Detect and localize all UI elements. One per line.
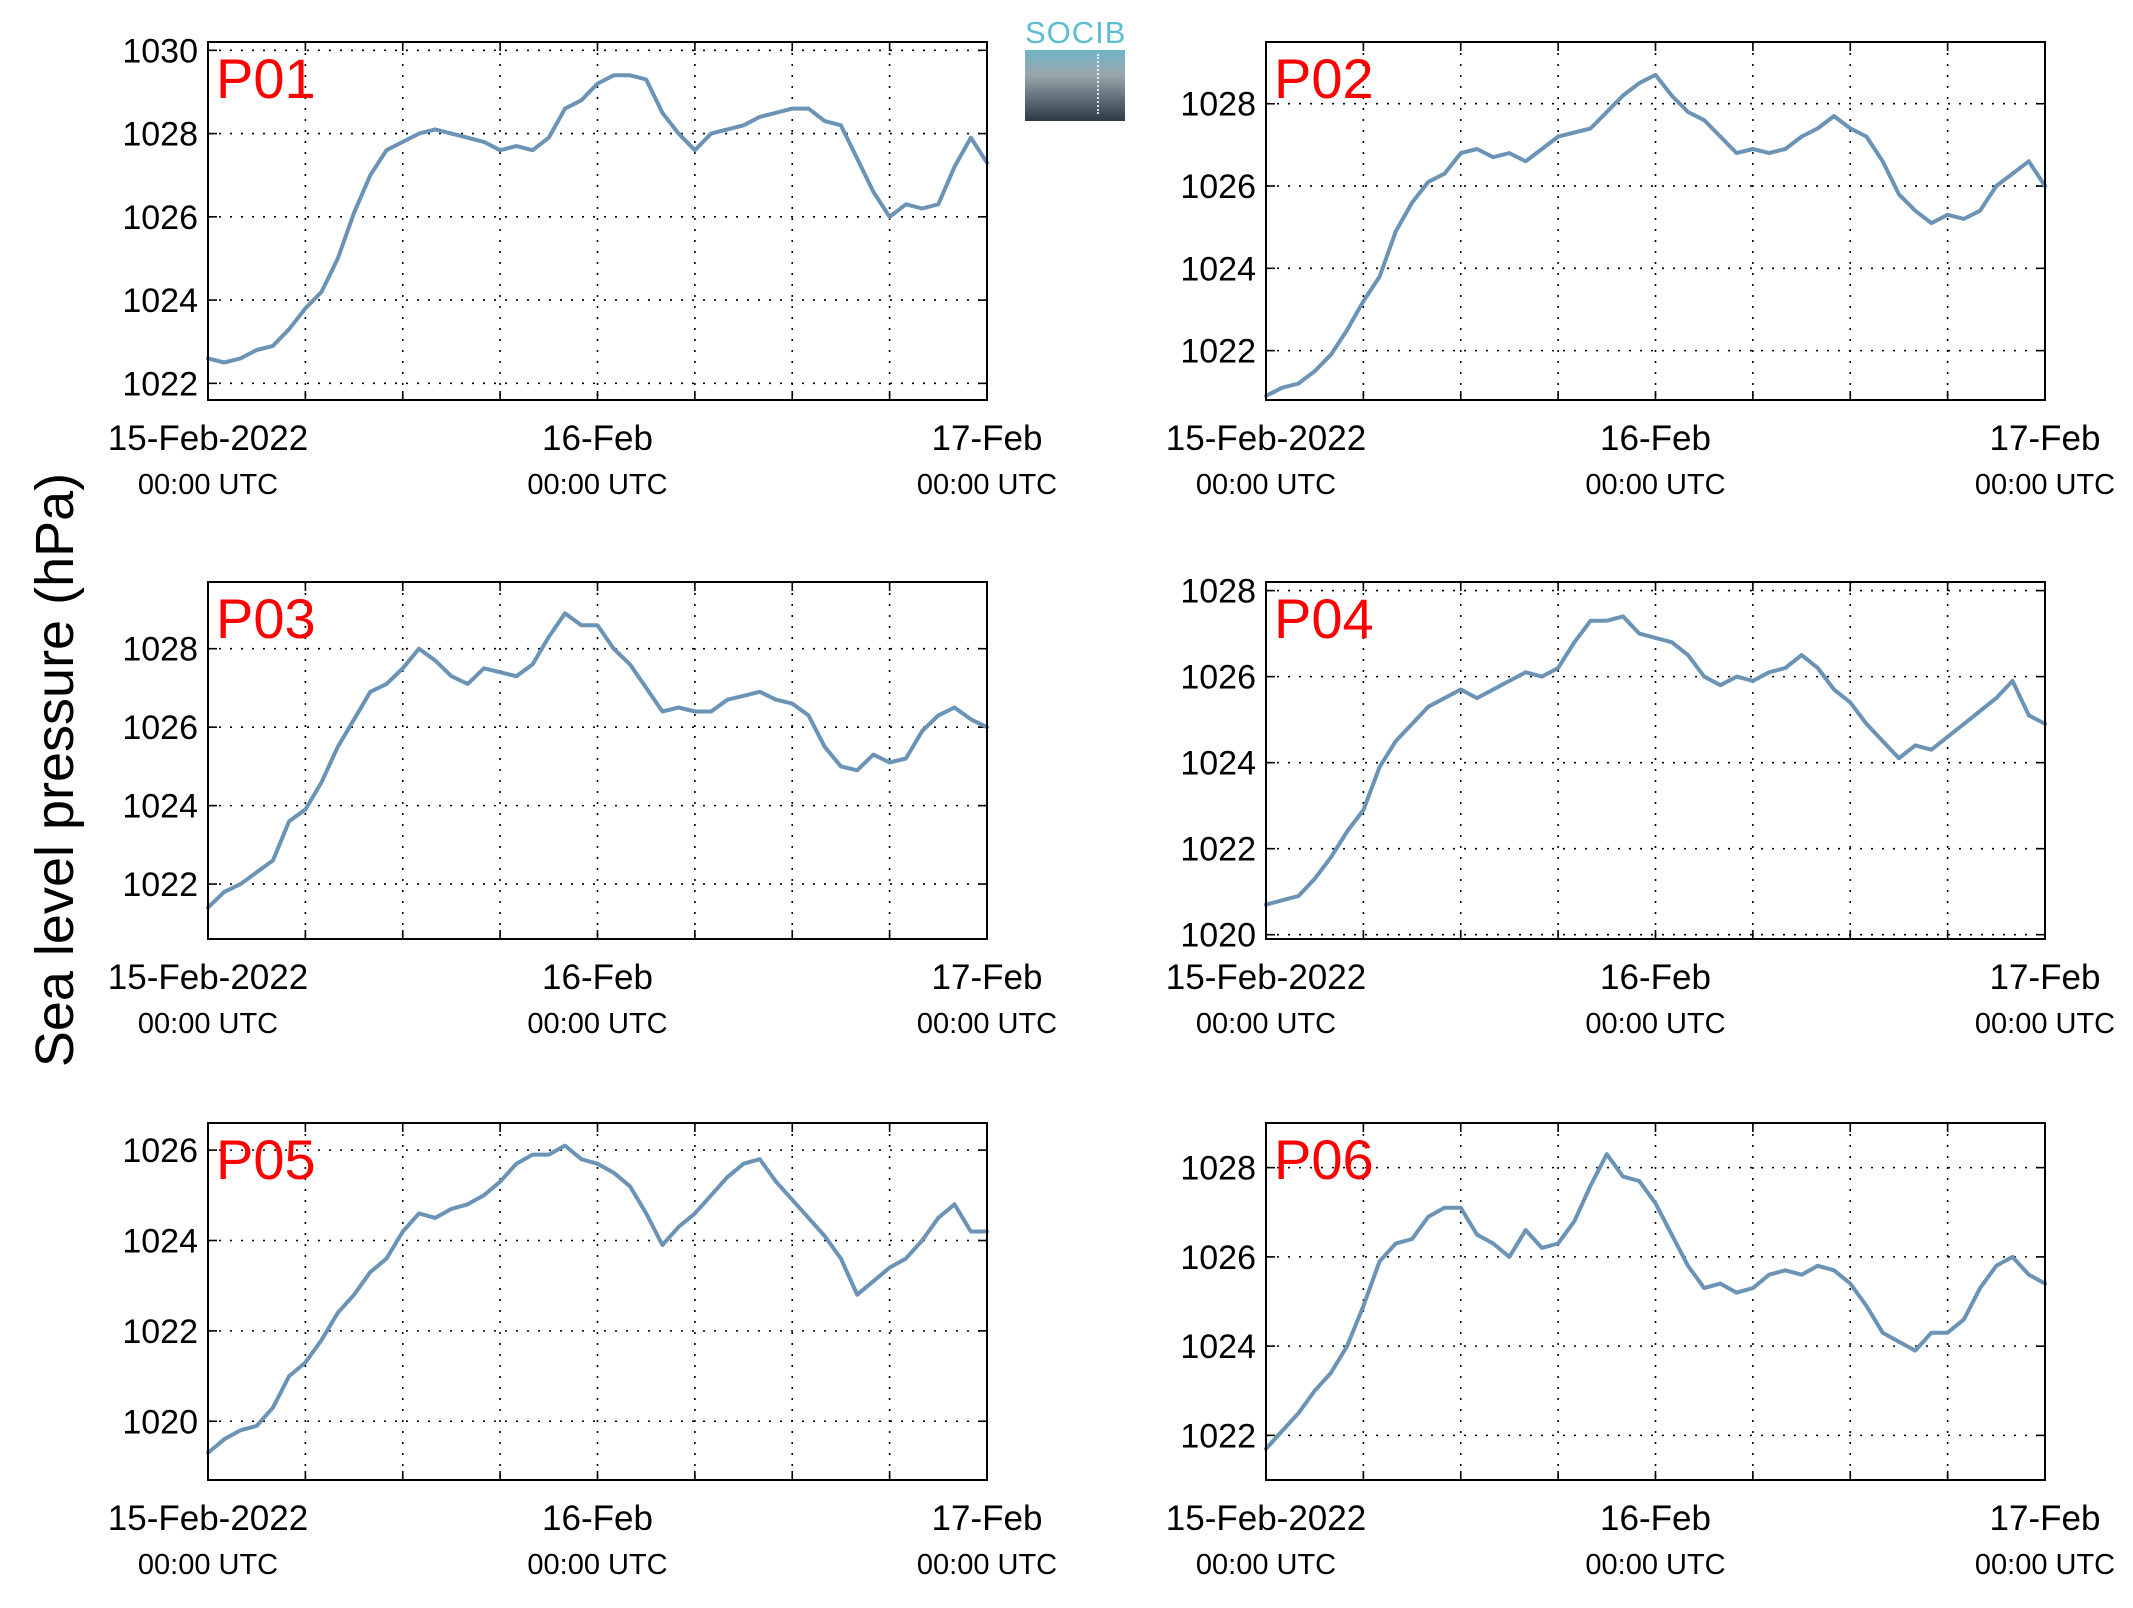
plot-frame	[207, 41, 988, 401]
y-tick-label: 1026	[1180, 1239, 1256, 1277]
y-tick-label: 1022	[122, 365, 198, 403]
panel-p03: 1022 1024 1026 1028 15-Feb-2022 00:00 UTC 16-F…	[108, 581, 1057, 1040]
y-tick-label: 1024	[122, 1222, 198, 1260]
x-tick-sublabel: 00:00 UTC	[917, 1008, 1057, 1040]
x-tick-label: 15-Feb-2022	[1166, 958, 1366, 997]
y-tick-label: 1028	[122, 116, 198, 154]
x-tick-label: 15-Feb-2022	[108, 419, 308, 458]
x-tick-sublabel: 00:00 UTC	[527, 1549, 667, 1581]
y-axis-label: Sea level pressure (hPa)	[25, 472, 85, 1068]
panel-label: P03	[216, 587, 316, 650]
x-tick-label: 16-Feb	[1600, 958, 1711, 997]
x-tick-sublabel: 00:00 UTC	[1585, 469, 1725, 501]
x-tick-label: 15-Feb-2022	[1166, 1499, 1366, 1538]
x-tick-sublabel: 00:00 UTC	[917, 469, 1057, 501]
logo-text: SOCIB	[1025, 15, 1127, 50]
panel-label: P01	[216, 47, 316, 110]
y-tick-label: 1030	[122, 32, 198, 70]
x-tick-label: 16-Feb	[542, 958, 653, 997]
socib-logo: SOCIB	[1025, 15, 1125, 121]
y-tick-label: 1022	[122, 1313, 198, 1351]
y-tick-label: 1028	[1180, 573, 1256, 611]
x-tick-sublabel: 00:00 UTC	[138, 1549, 278, 1581]
y-tick-label: 1024	[122, 282, 198, 320]
x-tick-label: 17-Feb	[932, 958, 1043, 997]
x-tick-label: 15-Feb-2022	[108, 1499, 308, 1538]
y-tick-label: 1024	[122, 788, 198, 826]
logo-graphic	[1025, 50, 1125, 121]
x-tick-sublabel: 00:00 UTC	[917, 1549, 1057, 1581]
y-tick-label: 1022	[1180, 1417, 1256, 1455]
panel-p02: 1022 1024 1026 1028 15-Feb-2022 00:00 UTC 16-F…	[1166, 41, 2115, 501]
series-line	[1264, 614, 2047, 907]
y-tick-label: 1022	[1180, 333, 1256, 371]
series-line	[1264, 1152, 2047, 1451]
panel-label: P06	[1274, 1128, 1374, 1191]
series-line	[1264, 72, 2047, 398]
series-line	[206, 1143, 989, 1455]
x-tick-sublabel: 00:00 UTC	[138, 1008, 278, 1040]
x-tick-sublabel: 00:00 UTC	[1585, 1008, 1725, 1040]
plot-frame	[1265, 581, 2046, 940]
series-line	[206, 611, 989, 910]
y-tick-label: 1028	[1180, 86, 1256, 124]
y-tick-label: 1026	[1180, 168, 1256, 206]
x-tick-label: 16-Feb	[1600, 419, 1711, 458]
x-tick-sublabel: 00:00 UTC	[1196, 469, 1336, 501]
y-tick-label: 1028	[122, 631, 198, 669]
y-tick-label: 1024	[1180, 250, 1256, 288]
x-tick-sublabel: 00:00 UTC	[1196, 1549, 1336, 1581]
x-tick-label: 17-Feb	[1990, 958, 2101, 997]
x-tick-label: 17-Feb	[1990, 1499, 2101, 1538]
x-tick-sublabel: 00:00 UTC	[1975, 469, 2115, 501]
x-tick-label: 16-Feb	[1600, 1499, 1711, 1538]
plot-frame	[1265, 41, 2046, 401]
x-tick-sublabel: 00:00 UTC	[1196, 1008, 1336, 1040]
y-tick-label: 1028	[1180, 1150, 1256, 1188]
x-tick-sublabel: 00:00 UTC	[1975, 1008, 2115, 1040]
y-tick-label: 1026	[122, 709, 198, 747]
x-tick-sublabel: 00:00 UTC	[527, 469, 667, 501]
x-tick-label: 16-Feb	[542, 419, 653, 458]
x-tick-sublabel: 00:00 UTC	[138, 469, 278, 501]
y-tick-label: 1026	[122, 1132, 198, 1170]
y-tick-label: 1026	[122, 199, 198, 237]
plot-frame	[1265, 1122, 2046, 1481]
x-tick-sublabel: 00:00 UTC	[1975, 1549, 2115, 1581]
x-tick-label: 17-Feb	[932, 419, 1043, 458]
y-tick-label: 1020	[122, 1403, 198, 1441]
panel-p01: 1022 1024 1026 1028 1030 15-Feb-2022 00:00 UTC…	[108, 32, 1057, 501]
plot-frame	[207, 1122, 988, 1481]
panel-p04: 1020 1022 1024 1026 1028 15-Feb-2022 00:00 UTC…	[1166, 573, 2115, 1040]
panel-p06: 1022 1024 1026 1028 15-Feb-2022 00:00 UTC 16-F…	[1166, 1122, 2115, 1581]
y-tick-label: 1022	[1180, 831, 1256, 869]
y-tick-label: 1020	[1180, 917, 1256, 955]
series-line	[206, 73, 989, 365]
x-tick-label: 17-Feb	[932, 1499, 1043, 1538]
y-tick-label: 1022	[122, 866, 198, 904]
x-tick-label: 15-Feb-2022	[1166, 419, 1366, 458]
y-tick-label: 1024	[1180, 745, 1256, 783]
panel-p05: 1020 1022 1024 1026 15-Feb-2022 00:00 UTC 16-F…	[108, 1122, 1057, 1581]
x-tick-label: 16-Feb	[542, 1499, 653, 1538]
y-tick-label: 1024	[1180, 1328, 1256, 1366]
panel-label: P02	[1274, 47, 1374, 110]
x-tick-label: 17-Feb	[1990, 419, 2101, 458]
y-tick-label: 1026	[1180, 659, 1256, 697]
plot-frame	[207, 581, 988, 940]
x-tick-sublabel: 00:00 UTC	[1585, 1549, 1725, 1581]
panel-label: P04	[1274, 587, 1374, 650]
x-tick-label: 15-Feb-2022	[108, 958, 308, 997]
panel-label: P05	[216, 1128, 316, 1191]
x-tick-sublabel: 00:00 UTC	[527, 1008, 667, 1040]
